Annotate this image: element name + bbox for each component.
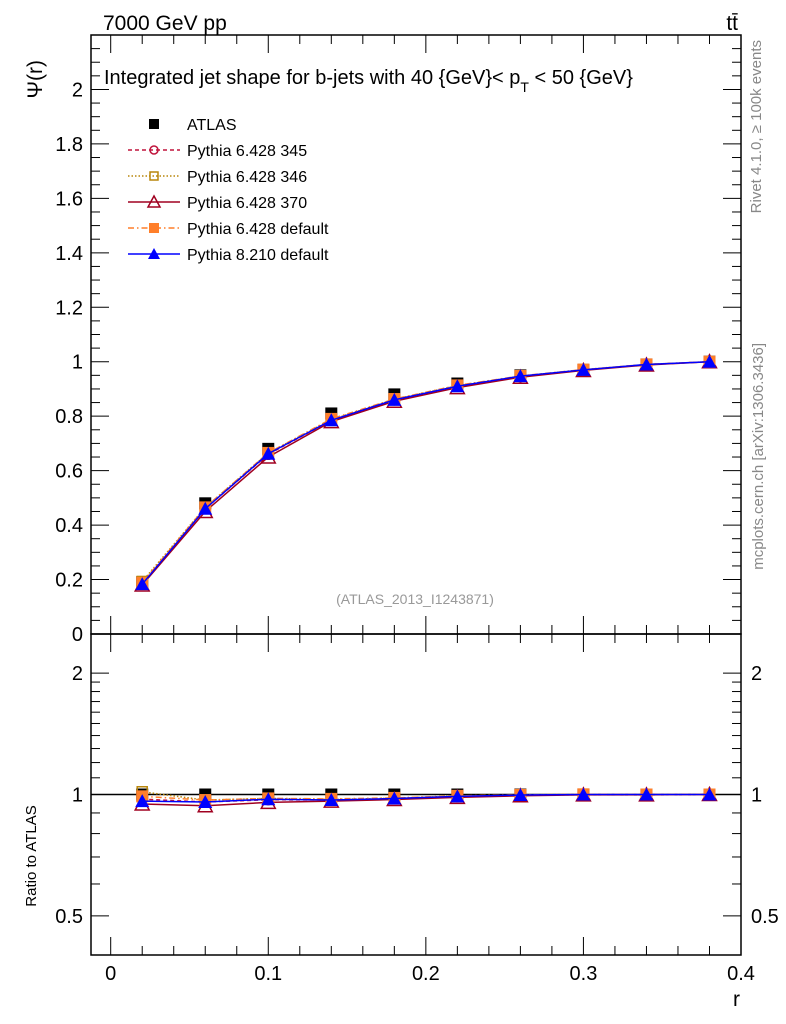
ytick-label: 2: [72, 79, 83, 101]
xtick-label: 0.1: [254, 963, 282, 985]
legend-label: Pythia 6.428 370: [187, 195, 307, 212]
ratio-ytick-label: 1: [72, 785, 83, 807]
rivet-label: Rivet 4.1.0, ≥ 100k events: [748, 40, 765, 213]
ratio-point: [198, 794, 213, 808]
ytick-label: 1: [72, 352, 83, 374]
ratio-ytick-label-right: 0.5: [751, 906, 779, 928]
data-point: [324, 413, 339, 427]
legend-marker: [149, 145, 159, 155]
ratio-line: [142, 793, 710, 803]
data-point: [261, 446, 276, 460]
series-5: [135, 354, 717, 808]
xtick-label: 0: [105, 963, 116, 985]
series-3: [133, 353, 718, 813]
series-4: [136, 355, 716, 807]
ytick-label: 0.6: [55, 461, 83, 483]
ratio-ytick-label-right: 1: [751, 785, 762, 807]
mcplots-label: mcplots.cern.ch [arXiv:1306.3436]: [750, 343, 767, 570]
legend-marker: [149, 119, 159, 129]
legend-marker: [148, 248, 160, 259]
legend-label: Pythia 6.428 default: [187, 221, 329, 238]
chart-title: Integrated jet shape for b-jets with 40 …: [104, 67, 633, 95]
data-point: [450, 379, 465, 393]
legend-label: ATLAS: [187, 117, 237, 134]
ratio-point: [513, 788, 528, 802]
data-point: [513, 369, 528, 383]
ratio-ytick-label: 0.5: [55, 906, 83, 928]
series-1: [136, 355, 716, 808]
header-right: tt̄: [726, 12, 738, 35]
ratio-ylabel: Ratio to ATLAS: [23, 805, 40, 906]
series-0: [136, 355, 716, 801]
series-line: [141, 360, 710, 585]
data-point: [702, 354, 717, 368]
ytick-label: 1.2: [55, 297, 83, 319]
ratio-ytick-label: 2: [72, 663, 83, 685]
data-point: [135, 577, 150, 591]
legend-label: Pythia 8.210 default: [187, 247, 329, 264]
data-point: [576, 362, 591, 376]
ytick-label: 0.4: [55, 515, 83, 537]
xtick-label: 0.3: [570, 963, 598, 985]
xtick-label: 0.2: [412, 963, 440, 985]
ytick-label: 1.4: [55, 243, 83, 265]
header-left: 7000 GeV pp: [103, 12, 227, 35]
data-point: [387, 392, 402, 406]
ytick-label: 0.8: [55, 406, 83, 428]
analysis-annotation: (ATLAS_2013_I1243871): [336, 591, 494, 607]
legend-label: Pythia 6.428 345: [187, 143, 307, 160]
series-line: [141, 360, 710, 586]
series-2: [136, 355, 716, 806]
legend-label: Pythia 6.428 346: [187, 169, 307, 186]
ytick-label: 0.2: [55, 570, 83, 592]
ratio-point: [324, 792, 339, 806]
ratio-ytick-label-right: 2: [751, 663, 762, 685]
xlabel: r: [733, 988, 740, 1011]
data-point: [639, 357, 654, 371]
legend-marker: [149, 171, 159, 181]
ratio-point: [639, 787, 654, 801]
xtick-label: 0.4: [727, 963, 755, 985]
ratio-point: [450, 789, 465, 803]
legend-marker: [149, 223, 159, 233]
ratio-point: [135, 794, 150, 808]
ratio-point: [702, 787, 717, 801]
ytick-label: 1.6: [55, 188, 83, 210]
data-point: [198, 501, 213, 515]
main-ylabel: Ψ(r): [24, 60, 47, 99]
ratio-point: [387, 791, 402, 805]
legend-marker: [146, 194, 162, 208]
ytick-label: 1.8: [55, 134, 83, 156]
ytick-label: 0: [72, 624, 83, 646]
ratio-point: [576, 787, 591, 801]
ratio-point: [261, 792, 276, 806]
